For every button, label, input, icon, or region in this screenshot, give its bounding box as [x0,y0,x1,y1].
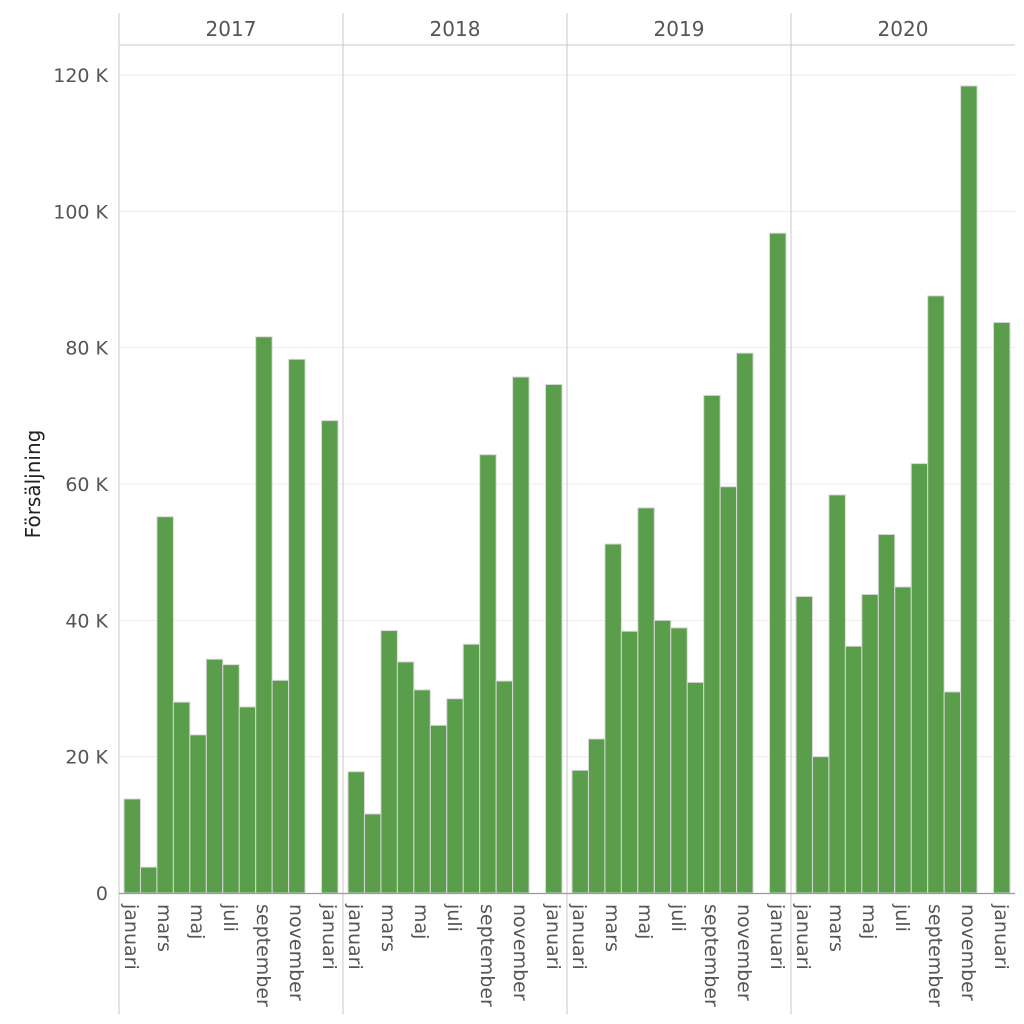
bar-2018-mars [380,630,398,894]
y-tick-label: 0 [96,883,108,905]
bar-2018-augusti [462,643,481,894]
x-tick-label: maj [410,904,432,939]
x-tick-label: januari [120,903,142,970]
bar-2018-april [396,661,415,894]
x-tick-label: september [476,904,498,1007]
x-tick-label: september [924,904,946,1007]
x-tick-label: juli [891,903,913,932]
bar-2019-mars [604,543,622,894]
bar-2019-februari [587,738,606,894]
y-tick-label: 40 K [65,610,108,632]
x-tick-label: mars [601,904,623,952]
bar-2018-februari [363,813,382,894]
x-tick-label: september [252,904,274,1007]
x-axis: januari mars maj juli september november janua… [120,903,1012,1007]
bar-2019-juli [670,627,688,894]
bar-2019-oktober [719,486,738,894]
bar-2020-augusti [910,463,929,894]
x-tick-label: januari [990,903,1012,970]
bar-2020-oktober [943,691,962,894]
bar-2019-januari [769,232,787,894]
bar-2017-maj [189,734,207,894]
bar-2017-februari [139,866,158,894]
bar-2017-april [172,701,191,894]
year-label: 2019 [654,17,705,41]
x-tick-label: mars [825,904,847,952]
y-axis: 0 20 K 40 K 60 K 80 K 100 K 120 K [53,65,108,905]
bar-2017-september [255,336,273,894]
year-label: 2018 [430,17,481,41]
y-tick-label: 20 K [65,747,108,769]
frame-layer [118,13,1015,1014]
bar-2017-januari [321,420,339,894]
bar-2017-augusti [238,706,257,894]
bar-2019-augusti [686,681,705,894]
y-tick-label: 80 K [65,338,108,360]
bar-2020-januari [993,321,1011,894]
bar-2018-november [512,376,530,894]
bar-2018-maj [413,689,431,894]
x-tick-label: januari [766,903,788,970]
x-tick-label: maj [858,904,880,939]
bar-2019-november [736,352,754,894]
bar-2017-januari [123,798,141,894]
bar-2020-november [960,85,978,894]
year-header: 2017 2018 2019 2020 [206,17,929,41]
bar-2018-januari [545,383,563,894]
x-tick-label: januari [344,903,366,970]
y-tick-label: 100 K [53,201,108,223]
bar-2017-oktober [271,679,290,894]
bar-2019-januari [571,769,589,894]
x-tick-label: januari [542,903,564,970]
x-tick-label: juli [667,903,689,932]
x-tick-label: juli [443,903,465,932]
bar-2020-januari [795,595,813,894]
x-tick-label: mars [153,904,175,952]
bar-2018-september [479,454,497,894]
x-tick-label: juli [219,903,241,932]
x-tick-label: januari [318,903,340,970]
y-axis-title: Försäljning [21,430,45,539]
bar-2019-juni [653,619,672,894]
bar-2018-oktober [495,680,514,894]
bar-2019-april [620,630,639,894]
bar-2017-november [288,358,306,894]
x-tick-label: november [285,904,307,1001]
x-tick-label: november [957,904,979,1001]
bar-2019-maj [637,507,655,894]
year-label: 2020 [878,17,929,41]
x-tick-label: januari [792,903,814,970]
bar-2018-juni [429,724,448,894]
x-tick-label: januari [568,903,590,970]
bar-2020-september [927,295,945,894]
x-tick-label: november [733,904,755,1001]
bar-2020-mars [828,494,846,894]
bar-2019-september [703,394,721,894]
bar-2017-juni [205,658,224,894]
x-tick-label: maj [634,904,656,939]
bar-2020-april [844,645,863,894]
y-tick-label: 120 K [53,65,108,87]
y-tick-label: 60 K [65,474,108,496]
x-tick-label: mars [377,904,399,952]
year-label: 2017 [206,17,257,41]
x-tick-label: september [700,904,722,1007]
bar-2020-februari [811,756,830,894]
x-tick-label: november [509,904,531,1001]
bar-2017-mars [156,516,174,894]
bar-2020-juli [894,586,912,894]
x-tick-label: maj [186,904,208,939]
bar-2018-juli [446,698,464,894]
bar-2020-maj [861,593,879,894]
bar-2018-januari [347,771,365,894]
bar-2020-juni [877,533,896,894]
bar-2017-juli [222,664,240,894]
